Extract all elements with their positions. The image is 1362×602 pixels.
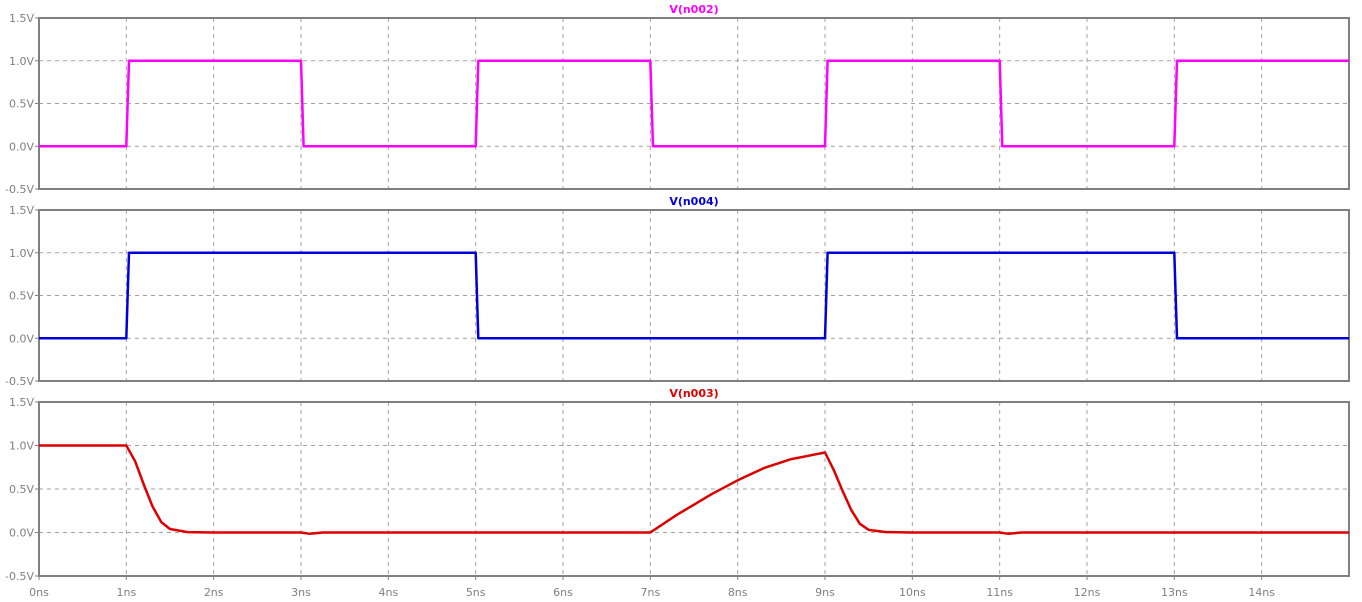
y-tick-label: -0.5V xyxy=(5,570,34,583)
x-tick-label: 13ns xyxy=(1161,586,1188,599)
x-tick-label: 14ns xyxy=(1248,586,1275,599)
y-tick-label: 0.0V xyxy=(9,527,34,540)
y-tick-label: 1.5V xyxy=(9,204,34,217)
trace-title[interactable]: V(n002) xyxy=(669,3,718,16)
x-tick-label: 9ns xyxy=(815,586,835,599)
trace-line-V(n003)[interactable] xyxy=(39,444,1349,536)
y-tick-label: 1.5V xyxy=(9,12,34,25)
y-tick-label: 0.5V xyxy=(9,290,34,303)
y-tick-label: 1.0V xyxy=(9,55,34,68)
trace-title[interactable]: V(n004) xyxy=(669,195,718,208)
plot-pane-2[interactable]: 1.5V 1.0V 0.5V 0.0V -0.5V V(n004) xyxy=(5,195,1350,388)
trace-line-V(n004)[interactable] xyxy=(39,251,1349,340)
x-tick-label: 12ns xyxy=(1074,586,1101,599)
x-tick-label: 8ns xyxy=(728,586,748,599)
y-tick-label: 1.5V xyxy=(9,396,34,409)
y-tick-label: -0.5V xyxy=(5,183,34,196)
x-tick-label: 11ns xyxy=(986,586,1013,599)
x-tick-label: 3ns xyxy=(291,586,311,599)
x-tick-label: 10ns xyxy=(899,586,926,599)
x-tick-label: 2ns xyxy=(204,586,224,599)
plot-pane-1[interactable]: 1.5V 1.0V 0.5V 0.0V -0.5V V(n002) xyxy=(5,3,1350,196)
y-tick-label: 0.0V xyxy=(9,332,34,345)
x-tick-label: 7ns xyxy=(640,586,660,599)
y-tick-label: 1.0V xyxy=(9,440,34,453)
x-tick-label: 1ns xyxy=(116,586,136,599)
x-tick-label: 0ns xyxy=(29,586,49,599)
trace-title[interactable]: V(n003) xyxy=(669,387,718,400)
x-tick-label: 4ns xyxy=(378,586,398,599)
plot-pane-3[interactable]: 1.5V 1.0V 0.5V 0.0V -0.5V 0ns 1ns 2ns 3ns 4ns 5ns 6… xyxy=(5,387,1350,599)
y-tick-label: 0.5V xyxy=(9,483,34,496)
y-tick-label: 1.0V xyxy=(9,247,34,260)
y-tick-label: 0.5V xyxy=(9,98,34,111)
x-tick-label: 6ns xyxy=(553,586,573,599)
trace-line-V(n002)[interactable] xyxy=(39,59,1349,148)
x-tick-label: 5ns xyxy=(466,586,486,599)
y-tick-label: -0.5V xyxy=(5,375,34,388)
y-tick-label: 0.0V xyxy=(9,140,34,153)
